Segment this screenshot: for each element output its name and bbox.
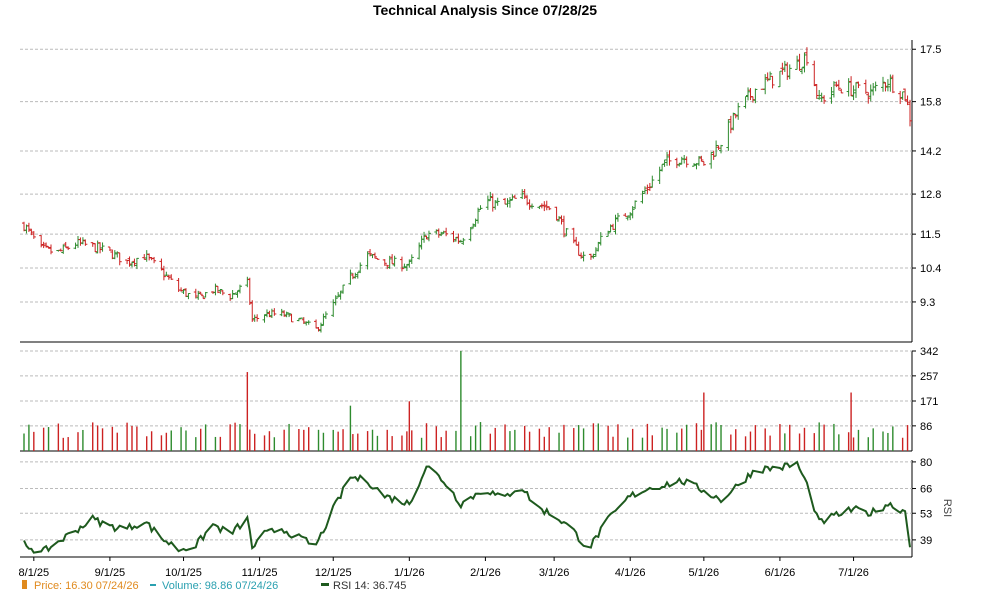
rsi-tick-label: 80 xyxy=(920,457,932,469)
volume-tick-label: 257 xyxy=(920,371,938,383)
x-tick-label: 11/1/25 xyxy=(242,567,278,579)
price-tick-label: 14.2 xyxy=(920,146,941,158)
price-tick-label: 10.4 xyxy=(920,263,941,275)
price-tick-label: 15.8 xyxy=(920,97,941,109)
price-panel: 17.5 15.8 14.2 12.8 11.5 10.4 9.3 xyxy=(20,40,941,343)
rsi-tick-label: 53 xyxy=(920,508,932,520)
chart-title: Technical Analysis Since 07/28/25 xyxy=(373,2,597,18)
x-tick-label: 5/1/26 xyxy=(689,567,720,579)
price-legend-icon xyxy=(22,580,27,589)
price-tick-label: 9.3 xyxy=(920,297,935,309)
x-tick-label: 6/1/26 xyxy=(765,567,796,579)
price-legend-text: Price: 16.30 07/24/26 xyxy=(34,580,139,592)
price-tick-label: 17.5 xyxy=(920,44,941,56)
rsi-legend-icon xyxy=(321,583,329,586)
rsi-panel: 80 66 53 39 xyxy=(20,457,932,558)
volume-legend-icon xyxy=(150,584,156,586)
rsi-legend-text: RSI 14: 36.745 xyxy=(333,580,406,592)
volume-tick-label: 171 xyxy=(920,396,938,408)
x-tick-label: 10/1/25 xyxy=(165,567,202,579)
x-tick-label: 12/1/25 xyxy=(315,567,352,579)
volume-tick-label: 342 xyxy=(920,346,938,358)
x-tick-label: 7/1/26 xyxy=(838,567,869,579)
rsi-tick-label: 39 xyxy=(920,535,932,547)
x-tick-label: 1/1/26 xyxy=(394,567,425,579)
volume-tick-label: 86 xyxy=(920,421,932,433)
price-tick-label: 11.5 xyxy=(920,229,941,241)
x-tick-label: 2/1/26 xyxy=(470,567,501,579)
volume-panel: 342 257 171 86 xyxy=(20,346,938,452)
price-tick-label: 12.8 xyxy=(920,189,941,201)
rsi-line xyxy=(23,460,911,554)
x-tick-label: 4/1/26 xyxy=(615,567,646,579)
x-tick-label: 8/1/25 xyxy=(19,567,50,579)
volume-legend-text: Volume: 98.86 07/24/26 xyxy=(162,580,278,592)
rsi-axis-label: RSI xyxy=(941,499,953,517)
legend: Price: 16.30 07/24/26 Volume: 98.86 07/2… xyxy=(22,580,406,592)
x-tick-label: 9/1/25 xyxy=(95,567,126,579)
x-tick-label: 3/1/26 xyxy=(539,567,570,579)
rsi-tick-label: 66 xyxy=(920,484,932,496)
x-axis: 8/1/25 9/1/25 10/1/25 11/1/25 12/1/25 1/1/26 2… xyxy=(19,557,869,579)
